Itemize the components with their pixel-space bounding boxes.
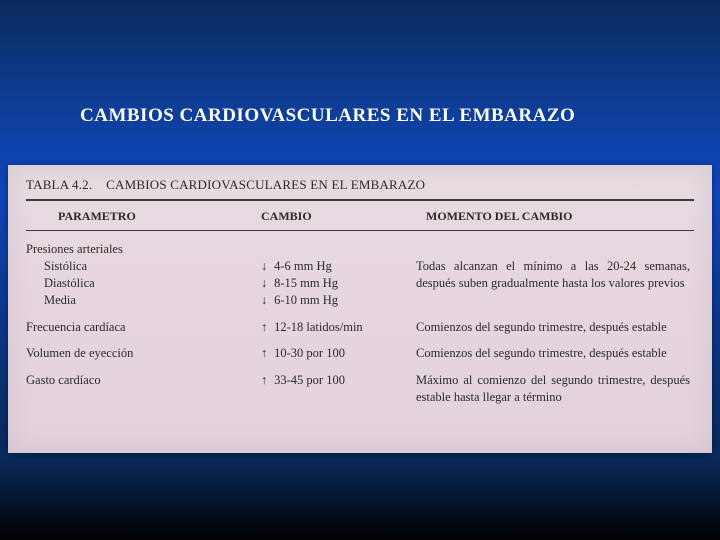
timing-volumen: Comienzos del segundo trimestre, después… [416, 345, 694, 362]
value-media: 6-10 mm Hg [274, 293, 338, 307]
table-number: TABLA 4.2. [26, 177, 92, 192]
rule-under-header [26, 230, 694, 231]
param-media: Media [26, 292, 261, 309]
cambio-media: ↓ 6-10 mm Hg [261, 292, 416, 309]
column-headers: PARAMETRO CAMBIO MOMENTO DEL CAMBIO [26, 205, 694, 228]
value-frecuencia: 12-18 latidos/min [274, 320, 363, 334]
param-gasto: Gasto cardíaco [26, 372, 261, 406]
rule-top [26, 199, 694, 201]
col-header-cambio: CAMBIO [261, 209, 416, 224]
cambio-sistolica: ↓ 4-6 mm Hg [261, 258, 416, 275]
table-caption-text: CAMBIOS CARDIOVASCULARES EN EL EMBARAZO [106, 177, 425, 192]
col-header-momento: MOMENTO DEL CAMBIO [416, 209, 694, 224]
timing-gasto: Máximo al comienzo del segundo trimestre… [416, 372, 694, 406]
cambio-diastolica: ↓ 8-15 mm Hg [261, 275, 416, 292]
table-row: Sistólica ↓ 4-6 mm Hg Todas alcanzan el … [26, 258, 694, 275]
table-row: Gasto cardíaco ↑ 33-45 por 100 Máximo al… [26, 372, 694, 406]
slide-title: CAMBIOS CARDIOVASCULARES EN EL EMBARAZO [80, 105, 660, 127]
down-arrow-icon: ↓ [261, 275, 271, 292]
cambio-frecuencia: ↑ 12-18 latidos/min [261, 319, 416, 336]
cambio-volumen: ↑ 10-30 por 100 [261, 345, 416, 362]
col-header-parametro: PARAMETRO [26, 209, 261, 224]
value-sistolica: 4-6 mm Hg [274, 259, 332, 273]
table-body: Presiones arteriales . Sistólica ↓ 4-6 m… [26, 241, 694, 406]
table-caption: TABLA 4.2. CAMBIOS CARDIOVASCULARES EN E… [26, 177, 694, 193]
param-sistolica: Sistólica [26, 258, 261, 275]
param-volumen: Volumen de eyección [26, 345, 261, 362]
param-presiones-arteriales: Presiones arteriales [26, 241, 261, 258]
value-gasto: 33-45 por 100 [274, 373, 345, 387]
param-frecuencia: Frecuencia cardíaca [26, 319, 261, 336]
param-diastolica: Diastólica [26, 275, 261, 292]
up-arrow-icon: ↑ [261, 319, 271, 336]
down-arrow-icon: ↓ [261, 292, 271, 309]
table-row: Volumen de eyección ↑ 10-30 por 100 Comi… [26, 345, 694, 362]
value-volumen: 10-30 por 100 [274, 346, 345, 360]
value-diastolica: 8-15 mm Hg [274, 276, 338, 290]
table-scan: TABLA 4.2. CAMBIOS CARDIOVASCULARES EN E… [8, 165, 712, 453]
up-arrow-icon: ↑ [261, 345, 271, 362]
down-arrow-icon: ↓ [261, 258, 271, 275]
up-arrow-icon: ↑ [261, 372, 271, 389]
timing-frecuencia: Comienzos del segundo trimestre, después… [416, 319, 694, 336]
table-row: Frecuencia cardíaca ↑ 12-18 latidos/min … [26, 319, 694, 336]
group-presiones: Presiones arteriales . [26, 241, 694, 258]
cambio-gasto: ↑ 33-45 por 100 [261, 372, 416, 406]
timing-presiones: Todas alcanzan el mínimo a las 20-24 sem… [416, 258, 694, 306]
